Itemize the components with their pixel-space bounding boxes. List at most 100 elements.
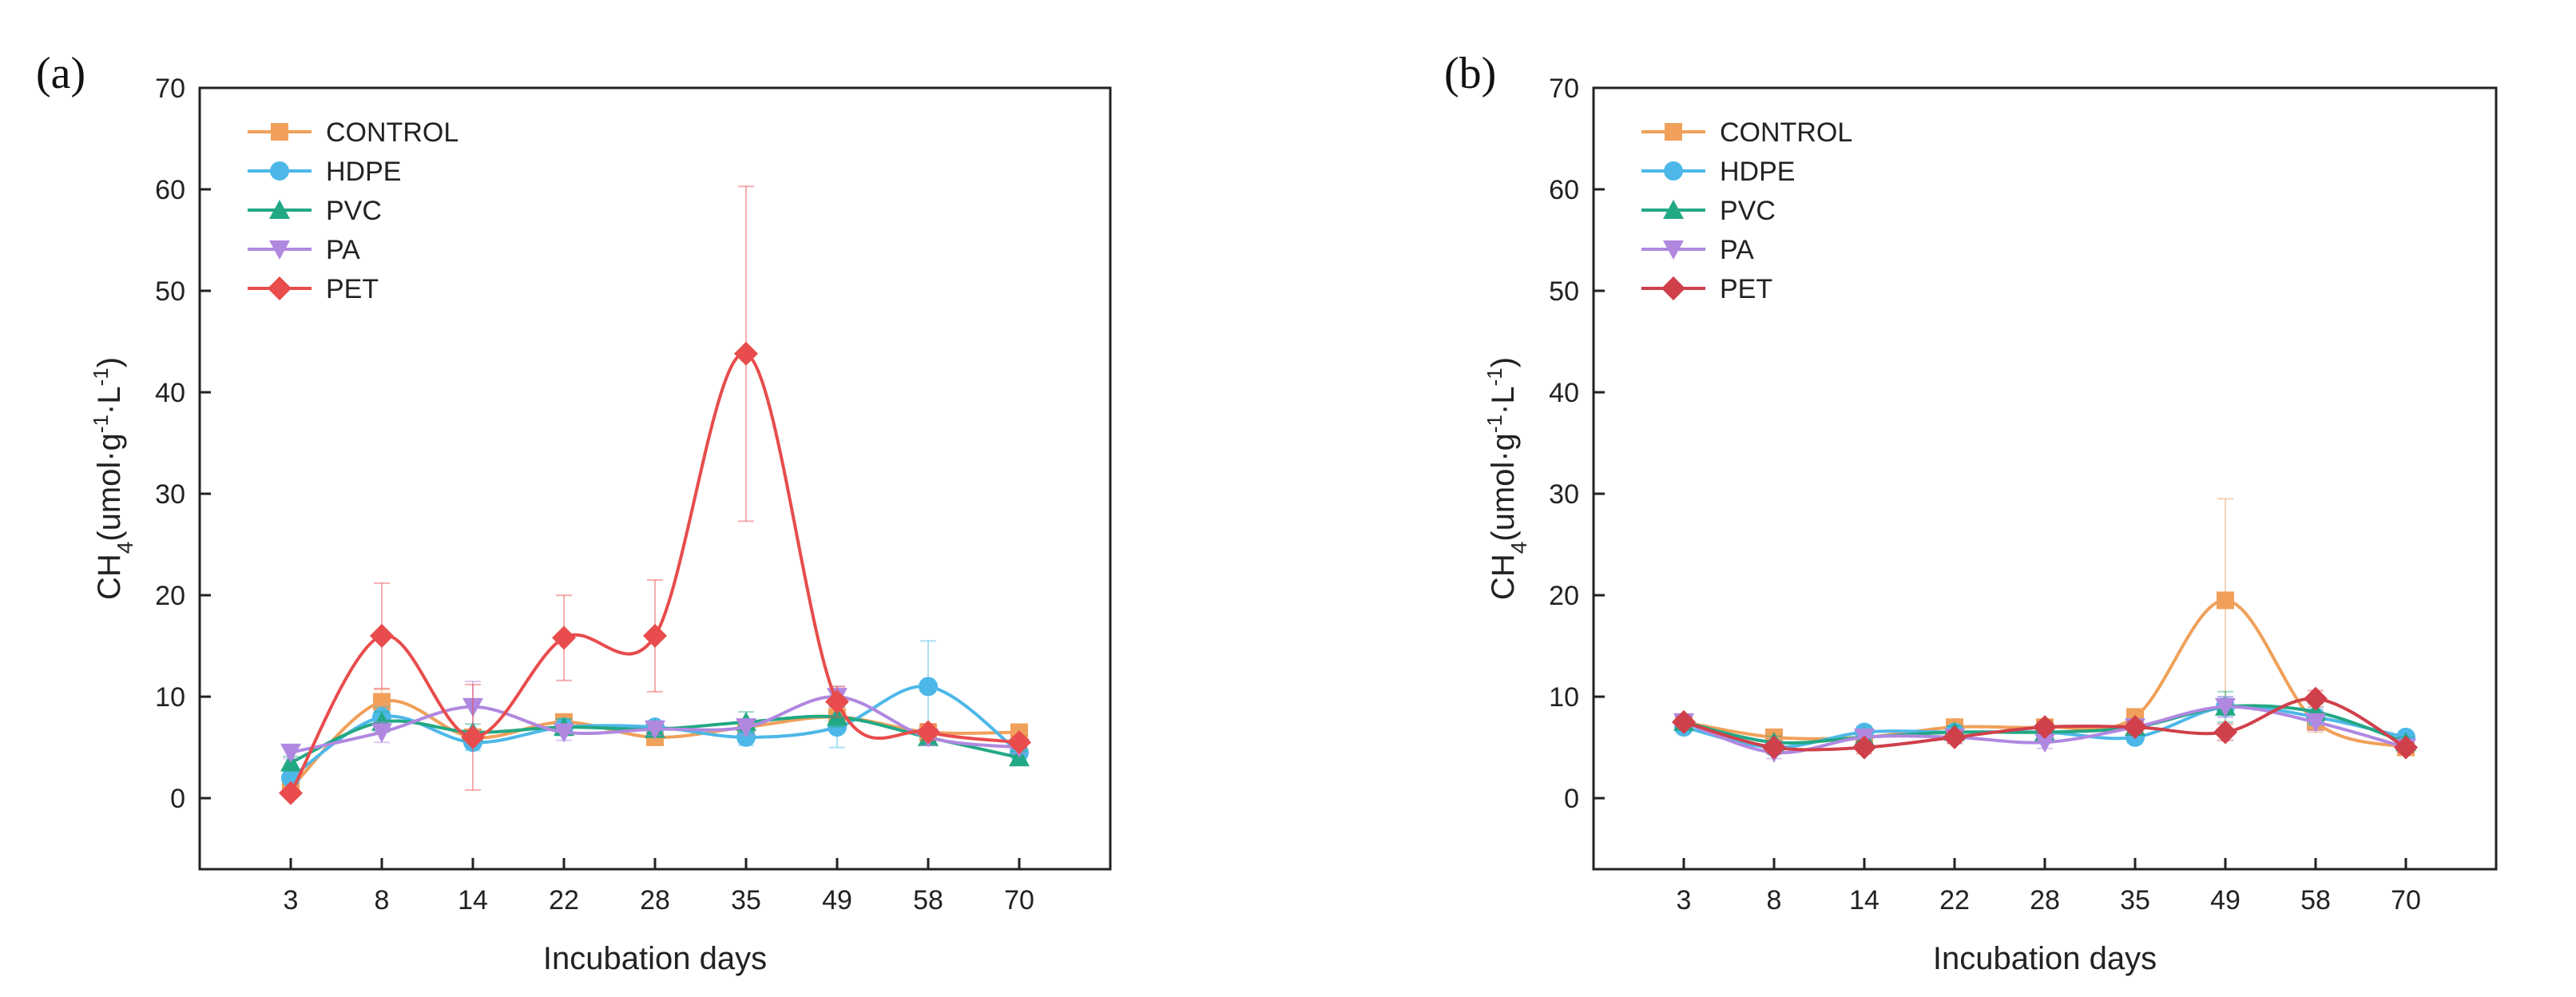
x-tick-label: 28 (2030, 885, 2060, 916)
legend-marker (1665, 123, 1682, 141)
legend-label: PA (1720, 235, 1754, 265)
x-tick-label: 58 (913, 885, 943, 916)
data-point (370, 623, 394, 648)
data-point (554, 723, 574, 743)
legend-marker (269, 240, 290, 260)
legend-marker (1664, 161, 1683, 181)
panel-b: (b) 0 10 20 30 40 50 60 70 3 8 14 22 28 35 49 58 70 Incuba… (1444, 49, 2498, 976)
data-point (2213, 720, 2237, 745)
x-tick-label: 70 (1004, 885, 1034, 916)
x-tick-label: 8 (1767, 885, 1782, 916)
data-point (825, 689, 849, 714)
x-tick-label: 22 (1939, 885, 1970, 916)
y-tick-label: 70 (155, 73, 185, 104)
legend-label: PET (326, 274, 379, 304)
x-tick-label: 58 (2300, 885, 2331, 916)
legend-marker (271, 123, 288, 141)
y-tick-label: 50 (155, 276, 185, 307)
data-point (2304, 686, 2328, 711)
legend-item: PET (1641, 274, 1772, 304)
y-tick-label: 30 (155, 479, 185, 510)
x-axis-title: Incubation days (1933, 941, 2157, 976)
legend-marker (268, 276, 292, 300)
y-tick-label: 40 (155, 378, 185, 408)
data-point (2034, 733, 2055, 753)
x-tick-label: 49 (2210, 885, 2241, 916)
series-pet (1672, 686, 2418, 760)
legend-item: HDPE (248, 157, 401, 187)
x-tick-label: 22 (549, 885, 579, 916)
legend-label: PVC (1720, 196, 1776, 226)
data-point (827, 706, 847, 726)
y-tick-label: 20 (1549, 581, 1579, 611)
x-tick-label: 28 (640, 885, 670, 916)
data-point (916, 720, 940, 745)
legend-item: PVC (1641, 196, 1776, 226)
legend-marker (269, 200, 290, 219)
legend-marker (1663, 240, 1684, 260)
data-point (643, 623, 667, 648)
legend-item: CONTROL (248, 117, 458, 148)
series-control (282, 689, 1028, 797)
data-point (462, 697, 483, 717)
data-point (2215, 697, 2236, 717)
x-tick-label: 3 (1677, 885, 1692, 916)
data-point (1852, 735, 1876, 760)
y-axis-title: CH4(umol·g-1·L-1) (89, 357, 137, 600)
legend-label: PET (1720, 274, 1772, 304)
legend-label: HDPE (326, 157, 401, 187)
legend-item: PA (1641, 235, 1754, 265)
legend-marker (1663, 200, 1684, 219)
data-point (919, 677, 938, 697)
x-tick-label: 35 (731, 885, 761, 916)
data-point (736, 718, 756, 738)
y-tick-label: 50 (1549, 276, 1579, 307)
data-point (461, 725, 485, 749)
data-point (1762, 735, 1786, 760)
legend-item: PVC (248, 196, 382, 226)
legend-marker (270, 161, 289, 181)
data-point (734, 341, 758, 366)
y-tick-label: 10 (1549, 682, 1579, 713)
y-tick-label: 40 (1549, 378, 1579, 408)
y-tick-label: 30 (1549, 479, 1579, 510)
y-tick-label: 0 (170, 784, 185, 814)
legend-item: PA (248, 235, 360, 265)
panel-label: (a) (36, 49, 85, 98)
legend-item: CONTROL (1641, 117, 1852, 148)
data-point (279, 781, 303, 805)
series-pet (279, 185, 1031, 805)
data-point (2033, 715, 2057, 740)
x-tick-label: 70 (2391, 885, 2421, 916)
panel-a: (a) 0 10 20 30 40 50 60 70 3 8 14 22 28 35 49 58 70 Incuba… (36, 49, 1112, 976)
data-point (645, 720, 665, 740)
legend-item: PET (248, 274, 379, 304)
legend-item: HDPE (1641, 157, 1795, 187)
data-point (552, 626, 576, 650)
x-tick-label: 8 (375, 885, 390, 916)
data-point (1943, 725, 1967, 749)
x-tick-label: 49 (822, 885, 852, 916)
data-point (1007, 730, 1031, 755)
legend-label: CONTROL (326, 117, 458, 148)
legend-label: CONTROL (1720, 117, 1852, 148)
y-tick-label: 70 (1549, 73, 1579, 104)
x-axis-title: Incubation days (543, 941, 767, 976)
data-point (2305, 713, 2326, 733)
x-tick-label: 14 (458, 885, 488, 916)
data-point (1672, 709, 1696, 734)
y-tick-label: 10 (155, 682, 185, 713)
y-tick-label: 60 (155, 175, 185, 205)
x-tick-label: 14 (1849, 885, 1879, 916)
x-tick-label: 3 (284, 885, 299, 916)
legend-label: HDPE (1720, 157, 1795, 187)
legend-marker (1661, 276, 1685, 300)
data-point (280, 743, 301, 763)
y-tick-label: 20 (155, 581, 185, 611)
data-point (2217, 591, 2234, 610)
y-tick-label: 60 (1549, 175, 1579, 205)
series-line (289, 352, 1020, 794)
legend-label: PA (326, 235, 360, 265)
data-point (2394, 735, 2418, 760)
